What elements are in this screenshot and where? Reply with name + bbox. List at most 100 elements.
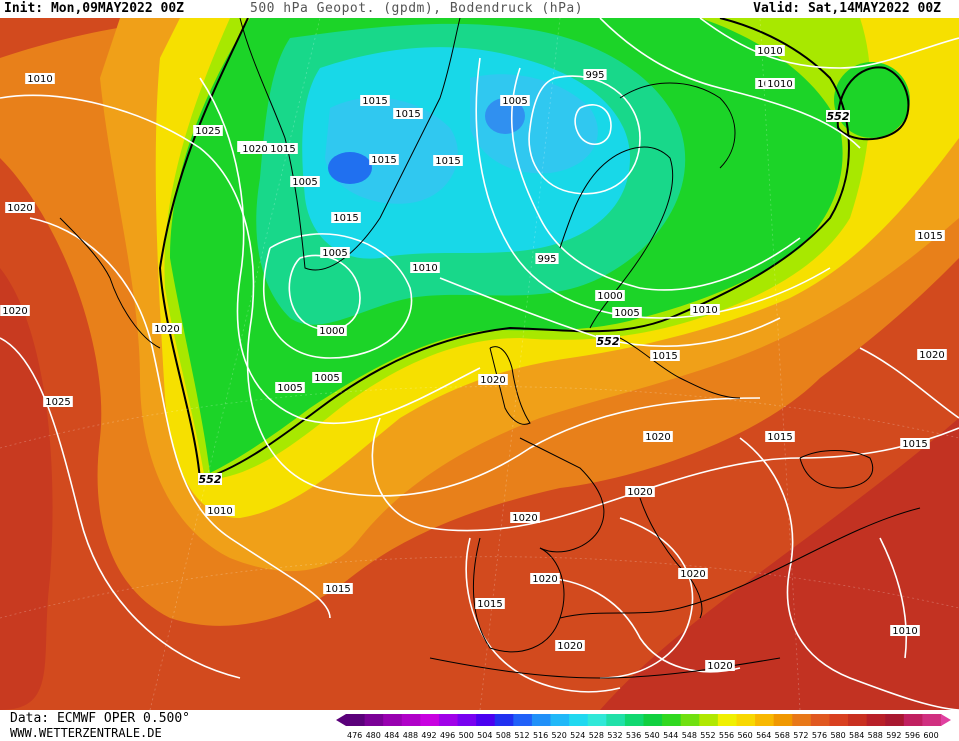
isobar-label-bg (268, 143, 298, 154)
coast-europe-west (519, 437, 605, 553)
geopot-label-text: 552 (597, 335, 620, 348)
isobar-label: 1005 (290, 176, 320, 188)
isobar-label: 1015 (360, 95, 390, 107)
isobar-label-bg (205, 505, 235, 516)
scale-tick-label: 576 (812, 731, 827, 740)
isobar-label: 1015 (765, 431, 795, 443)
scale-tick-label: 552 (700, 731, 715, 740)
scale-swatch (866, 714, 886, 726)
isobar-label-bg (530, 573, 560, 584)
isobar-label: 1005 (500, 95, 530, 107)
scale-swatch (773, 714, 793, 726)
isobar-label: 1020 (643, 431, 673, 443)
isobar-label-text: 1000 (319, 326, 344, 337)
scale-tick-label: 480 (366, 731, 381, 740)
geopot-label-text: 552 (199, 473, 222, 486)
isobar-label: 1005 (612, 307, 642, 319)
scale-tick-label: 532 (607, 731, 622, 740)
geopot-cutoff-east (834, 62, 910, 138)
scale-tick-label: 500 (459, 731, 474, 740)
isobar-label-bg (193, 125, 223, 136)
scale-swatch (680, 714, 700, 726)
scale-swatch (885, 714, 905, 726)
map-title: 500 hPa Geopot. (gpdm), Bodendruck (hPa) (250, 1, 584, 16)
geopot-contour-552-east (836, 66, 910, 141)
geopot-label-bg (596, 335, 620, 347)
isobar-line (0, 337, 241, 679)
init-time: Init: Mon,09MAY2022 00Z (4, 1, 185, 16)
isobar-line (739, 437, 959, 710)
isobar-label: 1000 (317, 325, 347, 337)
isobar-label-bg (393, 108, 423, 119)
isobar-label-text: 1015 (270, 144, 295, 155)
isobar-label-bg (478, 374, 508, 385)
isobar-label-bg (25, 73, 55, 84)
scale-swatch (606, 714, 626, 726)
isobar-label-bg (535, 253, 559, 264)
coast-scandinavia (559, 146, 674, 329)
scale-tick-label: 488 (403, 731, 418, 740)
isobar-label-text: 1020 (627, 487, 652, 498)
geopot-label: 552 (826, 110, 850, 123)
isobar-label-text: 1015 (333, 213, 358, 224)
scale-arrow-right (941, 714, 951, 726)
isobar-label-text: 1015 (477, 599, 502, 610)
scale-swatch (587, 714, 607, 726)
isobar-line (510, 67, 801, 291)
isobar-label-text: 1015 (767, 432, 792, 443)
isobar-label: 1025 (193, 125, 223, 137)
isobar-line (475, 57, 831, 319)
isobar-label-text: 1015 (652, 351, 677, 362)
isobar-label-bg (360, 95, 390, 106)
isobar-label-text: 995 (585, 70, 604, 81)
isobar-label-bg (475, 598, 505, 609)
geopot-label-bg (826, 110, 850, 122)
isobars (0, 18, 959, 710)
isobar-label: 1010 (25, 73, 55, 85)
geopot-label-text: 552 (827, 110, 850, 123)
isobar-label-text: 1005 (292, 177, 317, 188)
isobar-label: 1015 (915, 230, 945, 242)
isobar-label-text: 1020 (2, 306, 27, 317)
scale-tick-label: 520 (552, 731, 567, 740)
scale-swatch (792, 714, 812, 726)
scale-swatch (903, 714, 923, 726)
isobar-label-text: 1025 (195, 126, 220, 137)
isobar-label: 1010 (205, 505, 235, 517)
isobar-label-bg (290, 176, 320, 187)
isobar-label: 1020 (478, 374, 508, 386)
color-scale: 476 480 484 488 492 496 500 504 508 512 516 520 524 5… (336, 714, 951, 740)
isobar-label-bg (555, 640, 585, 651)
coast-labrador (59, 217, 161, 349)
isobar-label: 1010 (690, 304, 720, 316)
scale-tick-label: 596 (905, 731, 920, 740)
scale-swatch (829, 714, 849, 726)
isobar-line (29, 217, 331, 619)
scale-swatch (810, 714, 830, 726)
map-footer: Data: ECMWF OPER 0.500° WWW.WETTERZENTRA… (0, 710, 959, 741)
isobar-label-bg (275, 382, 305, 393)
weather-map: 1010 1025 1020 1015 1015 1015 1005 995 1010 1005 1… (0, 18, 959, 710)
isobar-label: 1005 (275, 382, 305, 394)
isobar-label: 1020 (152, 323, 182, 335)
isobar-label-bg (650, 350, 680, 361)
isobar-label-text: 1000 (597, 291, 622, 302)
scale-swatch (643, 714, 663, 726)
graticule-line (759, 18, 801, 710)
isobar-label-bg (510, 512, 540, 523)
scale-swatch (494, 714, 514, 726)
scale-tick-label: 536 (626, 731, 641, 740)
isobar-label-text: 1005 (502, 96, 527, 107)
isobar-label-text: 1005 (314, 373, 339, 384)
scale-tick-label: 484 (384, 731, 399, 740)
scale-tick-label: 496 (440, 731, 455, 740)
isobar-line (465, 537, 621, 693)
isobar-label-text: 1005 (322, 248, 347, 259)
isobar-label-text: 1010 (767, 79, 792, 90)
isobar-label-text: 1020 (480, 375, 505, 386)
isobar-label-bg (915, 230, 945, 241)
scale-tick-label: 572 (793, 731, 808, 740)
isobar-line (599, 517, 694, 679)
isobar-line (262, 233, 413, 359)
isobar-label-text: 1010 (412, 263, 437, 274)
